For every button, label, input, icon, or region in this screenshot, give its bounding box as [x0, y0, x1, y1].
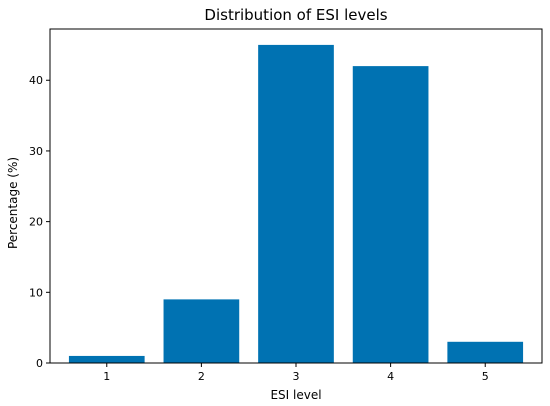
x-tick-label: 4	[387, 370, 394, 383]
y-tick-label: 20	[29, 216, 43, 229]
bar-esi-3	[258, 44, 334, 364]
bar-esi-5	[447, 341, 524, 363]
x-axis-label: ESI level	[270, 388, 321, 402]
x-tick-label: 1	[103, 370, 110, 383]
bars	[68, 44, 524, 364]
bar-esi-2	[163, 299, 240, 363]
y-tick-label: 10	[29, 286, 43, 299]
bar-esi-4	[352, 66, 429, 363]
y-tick-label: 0	[36, 357, 43, 370]
bar-esi-1	[68, 355, 145, 363]
x-axis: 1 2 3 4 5	[103, 363, 489, 383]
x-tick-label: 2	[198, 370, 205, 383]
y-tick-label: 40	[29, 74, 43, 87]
x-tick-label: 5	[482, 370, 489, 383]
x-tick-label: 3	[293, 370, 300, 383]
y-tick-label: 30	[29, 145, 43, 158]
chart-title: Distribution of ESI levels	[204, 6, 387, 24]
y-axis-label: Percentage (%)	[6, 157, 20, 249]
y-axis: 0 10 20 30 40	[29, 74, 50, 370]
